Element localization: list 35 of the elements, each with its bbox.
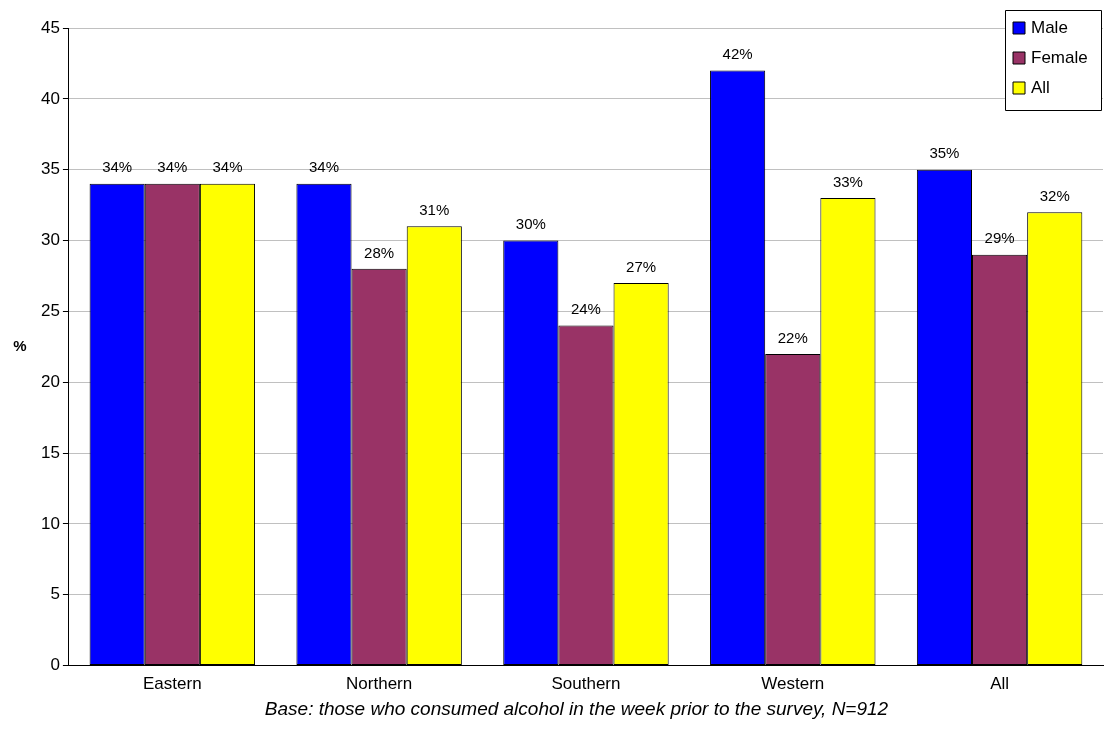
data-label: 24% — [570, 300, 601, 318]
data-label: 31% — [419, 201, 450, 219]
legend-label: Male — [1031, 17, 1068, 37]
data-label: 34% — [212, 158, 243, 176]
data-label: 34% — [157, 158, 188, 176]
y-tick-label: 45 — [40, 17, 60, 37]
y-tick-label: 35 — [40, 159, 60, 179]
y-tick-label: 25 — [40, 301, 60, 321]
x-tick-label: Northern — [346, 674, 413, 694]
x-tick-label: Western — [761, 674, 825, 694]
data-label: 22% — [777, 328, 808, 346]
y-tick-label: 20 — [40, 371, 60, 391]
data-label: 34% — [308, 158, 339, 176]
y-tick-label: 10 — [40, 513, 60, 533]
data-label: 27% — [626, 257, 657, 275]
text: Base: those who consumed alcohol in the week prior to the survey, N=912 — [263, 698, 890, 720]
data-label: 28% — [364, 243, 395, 261]
y-tick-label: 40 — [40, 88, 60, 108]
data-label: 42% — [722, 45, 753, 63]
x-tick-label: All — [990, 674, 1010, 694]
data-label: 32% — [1039, 186, 1070, 204]
data-label: 33% — [832, 172, 863, 190]
x-tick-label: Southern — [551, 674, 621, 694]
data-label: 35% — [929, 144, 960, 162]
y-axis-title: % — [13, 336, 27, 354]
y-tick-label: 30 — [40, 230, 60, 250]
y-tick-label: 5 — [50, 584, 60, 604]
data-label: 34% — [102, 158, 133, 176]
data-label: 30% — [515, 215, 546, 233]
legend-label: Female — [1031, 47, 1088, 67]
data-label: 29% — [984, 229, 1015, 247]
legend-label: All — [1031, 77, 1050, 97]
x-tick-label: Eastern — [143, 674, 202, 694]
y-tick-label: 15 — [40, 442, 60, 462]
y-tick-label: 0 — [50, 655, 60, 675]
